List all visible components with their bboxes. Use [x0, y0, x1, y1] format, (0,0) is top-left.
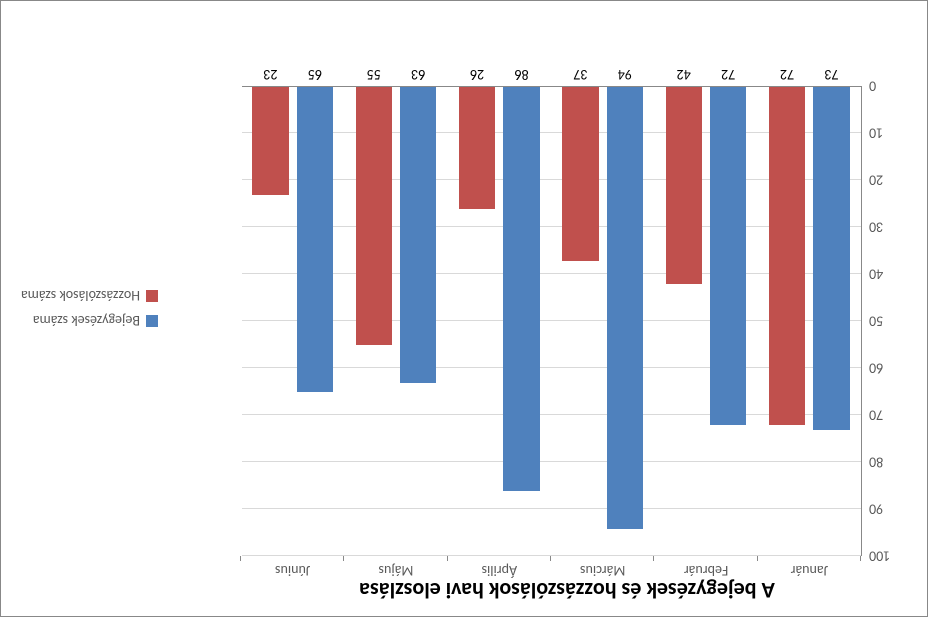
bar: 86: [503, 87, 539, 491]
y-tick-label: 20: [869, 172, 883, 189]
legend: Bejegyzések száma Hozzászólások száma: [21, 280, 158, 338]
x-tick-mark: [860, 556, 861, 561]
legend-label: Hozzászólások száma: [21, 288, 140, 305]
x-tick-mark: [343, 556, 344, 561]
gridline: [242, 508, 861, 509]
x-tick-label: Június: [275, 562, 310, 579]
bar: 26: [459, 87, 495, 209]
gridline: [242, 555, 861, 556]
y-tick-label: 80: [869, 454, 883, 471]
x-tick-mark: [757, 556, 758, 561]
y-tick-label: 0: [869, 78, 876, 95]
bar: 73: [813, 87, 849, 430]
chart-container: A bejegyzések és hozzászólások havi elos…: [0, 0, 928, 617]
bar: 55: [356, 87, 392, 346]
legend-label: Bejegyzések száma: [33, 313, 140, 330]
y-tick-label: 50: [869, 313, 883, 330]
bar-value-label: 86: [514, 66, 528, 83]
bar: 72: [710, 87, 746, 425]
bar-value-label: 72: [780, 66, 794, 83]
x-tick-label: Január: [791, 562, 828, 579]
bar: 65: [297, 87, 333, 393]
y-tick-label: 100: [869, 548, 890, 565]
gridline: [242, 461, 861, 462]
bar: 42: [666, 87, 702, 284]
y-tick-label: 60: [869, 360, 883, 377]
bar-value-label: 72: [721, 66, 735, 83]
x-tick-mark: [653, 556, 654, 561]
x-tick-label: Május: [379, 562, 414, 579]
x-tick-mark: [550, 556, 551, 561]
x-tick-label: Március: [580, 562, 625, 579]
bar: 72: [769, 87, 805, 425]
bar-value-label: 42: [677, 66, 691, 83]
legend-swatch: [146, 290, 158, 302]
x-tick-mark: [240, 556, 241, 561]
legend-swatch: [146, 315, 158, 327]
legend-item: Hozzászólások száma: [21, 288, 158, 305]
y-tick-label: 10: [869, 125, 883, 142]
plot-area: 0102030405060708090100Január7372Február7…: [242, 86, 862, 556]
bar-value-label: 73: [824, 66, 838, 83]
bar: 94: [607, 87, 643, 529]
bar: 23: [252, 87, 288, 195]
y-tick-label: 90: [869, 501, 883, 518]
bar-value-label: 63: [411, 66, 425, 83]
legend-item: Bejegyzések száma: [21, 313, 158, 330]
x-tick-label: Április: [482, 562, 517, 579]
bar-value-label: 94: [618, 66, 632, 83]
bar: 63: [400, 87, 436, 383]
x-tick-mark: [447, 556, 448, 561]
y-tick-label: 30: [869, 219, 883, 236]
y-tick-label: 40: [869, 266, 883, 283]
bar-value-label: 37: [573, 66, 587, 83]
bar-value-label: 23: [263, 66, 277, 83]
bar: 37: [562, 87, 598, 261]
chart-title: A bejegyzések és hozzászólások havi elos…: [207, 577, 927, 604]
bar-value-label: 26: [470, 66, 484, 83]
x-tick-label: Február: [684, 562, 728, 579]
bar-value-label: 65: [308, 66, 322, 83]
y-tick-label: 70: [869, 407, 883, 424]
bar-value-label: 55: [367, 66, 381, 83]
